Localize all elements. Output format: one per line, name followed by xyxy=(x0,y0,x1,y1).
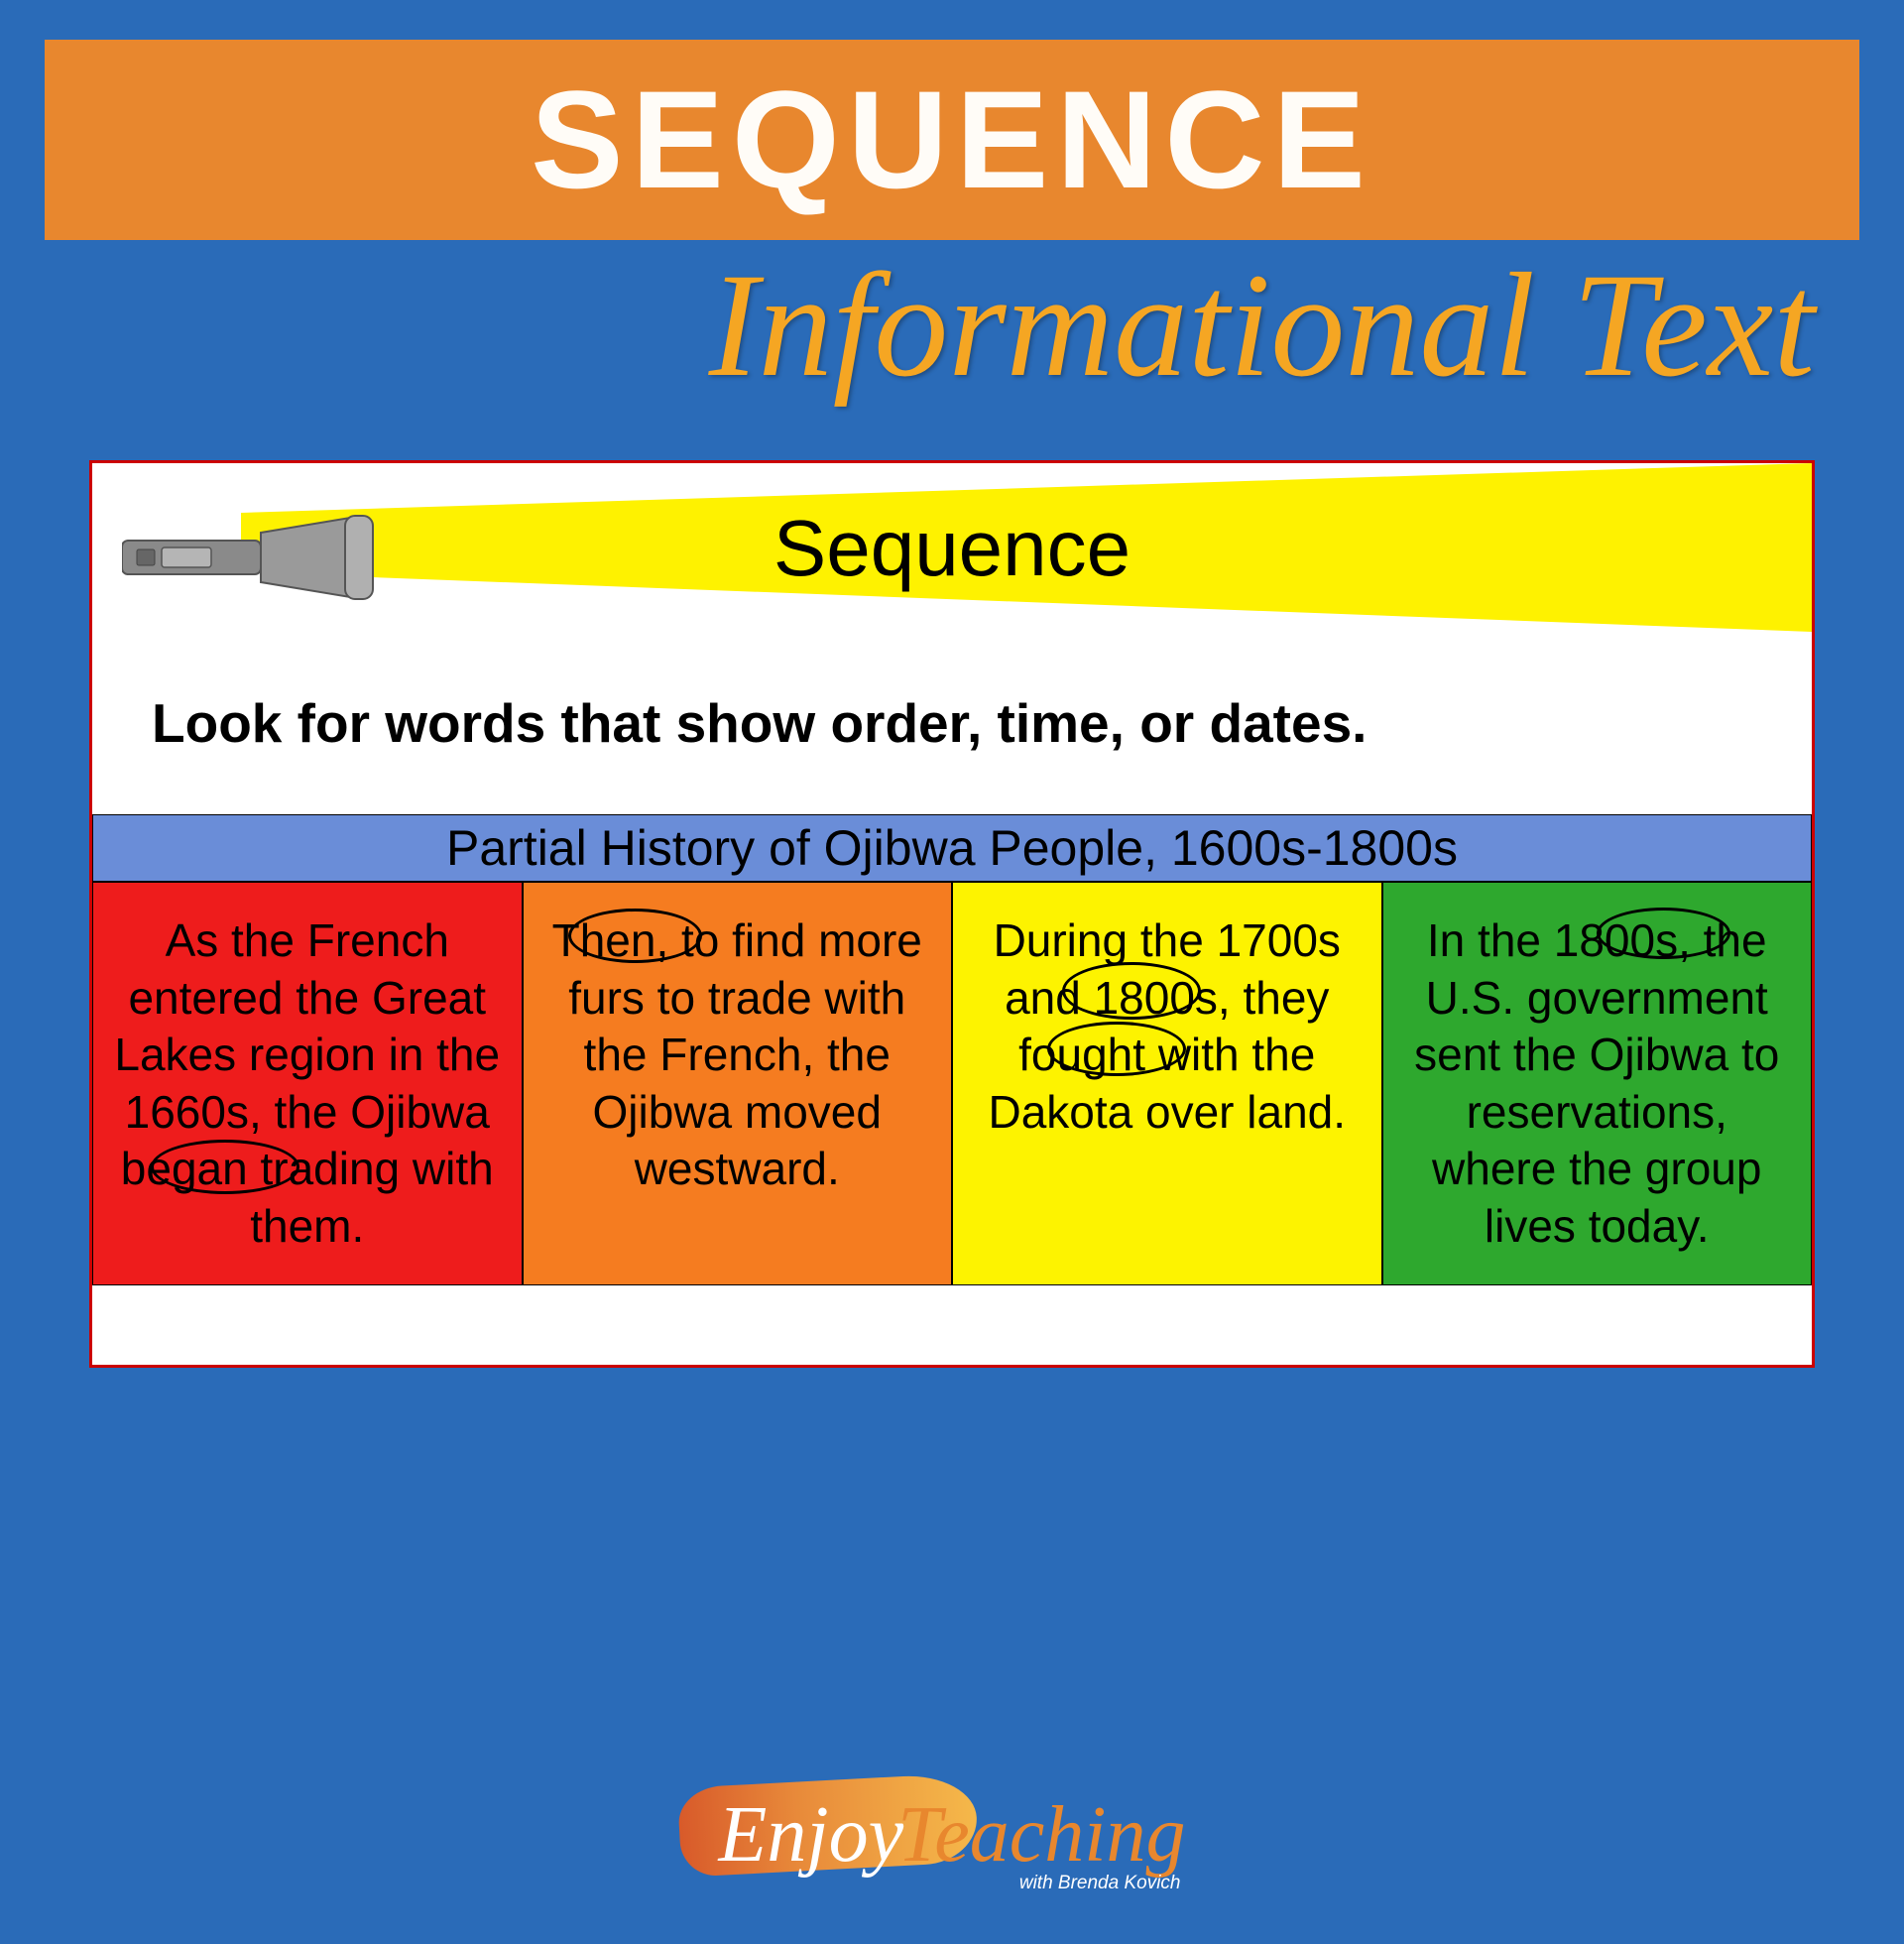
logo-word-enjoy: Enjoy xyxy=(719,1791,904,1879)
sequence-col-2: Then, to find more furs to trade with th… xyxy=(523,882,953,1285)
slide-panel: Sequence Look for words that show order,… xyxy=(89,460,1815,1368)
logo-text: Enjoy Teaching with Brenda Kovich xyxy=(719,1790,1186,1894)
flashlight-row: Sequence xyxy=(92,463,1812,642)
col-text: Then, to find more furs to trade with th… xyxy=(552,914,922,1194)
header-bar: SEQUENCE xyxy=(45,40,1859,240)
sequence-col-3: During the 1700s and 1800s, they fought … xyxy=(952,882,1382,1285)
page-title: SEQUENCE xyxy=(45,60,1859,220)
col-text: As the French entered the Great Lakes re… xyxy=(114,914,500,1252)
footer-logo: Enjoy Teaching with Brenda Kovich xyxy=(0,1770,1904,1904)
sequence-col-4: In the 1800s, the U.S. government sent t… xyxy=(1382,882,1813,1285)
instruction-text: Look for words that show order, time, or… xyxy=(92,642,1812,814)
sequence-col-1: As the French entered the Great Lakes re… xyxy=(92,882,523,1285)
table-title: Partial History of Ojibwa People, 1600s-… xyxy=(92,814,1812,882)
col-text: During the 1700s and 1800s, they fought … xyxy=(988,914,1346,1138)
logo-box: Enjoy Teaching with Brenda Kovich xyxy=(679,1770,1226,1904)
col-text: In the 1800s, the U.S. government sent t… xyxy=(1414,914,1779,1252)
subtitle-row: Informational Text xyxy=(0,230,1904,440)
subtitle-text: Informational Text xyxy=(709,243,1815,408)
slide-title: Sequence xyxy=(92,503,1812,594)
sequence-columns: As the French entered the Great Lakes re… xyxy=(92,882,1812,1285)
logo-word-teaching: Teaching xyxy=(897,1791,1185,1879)
